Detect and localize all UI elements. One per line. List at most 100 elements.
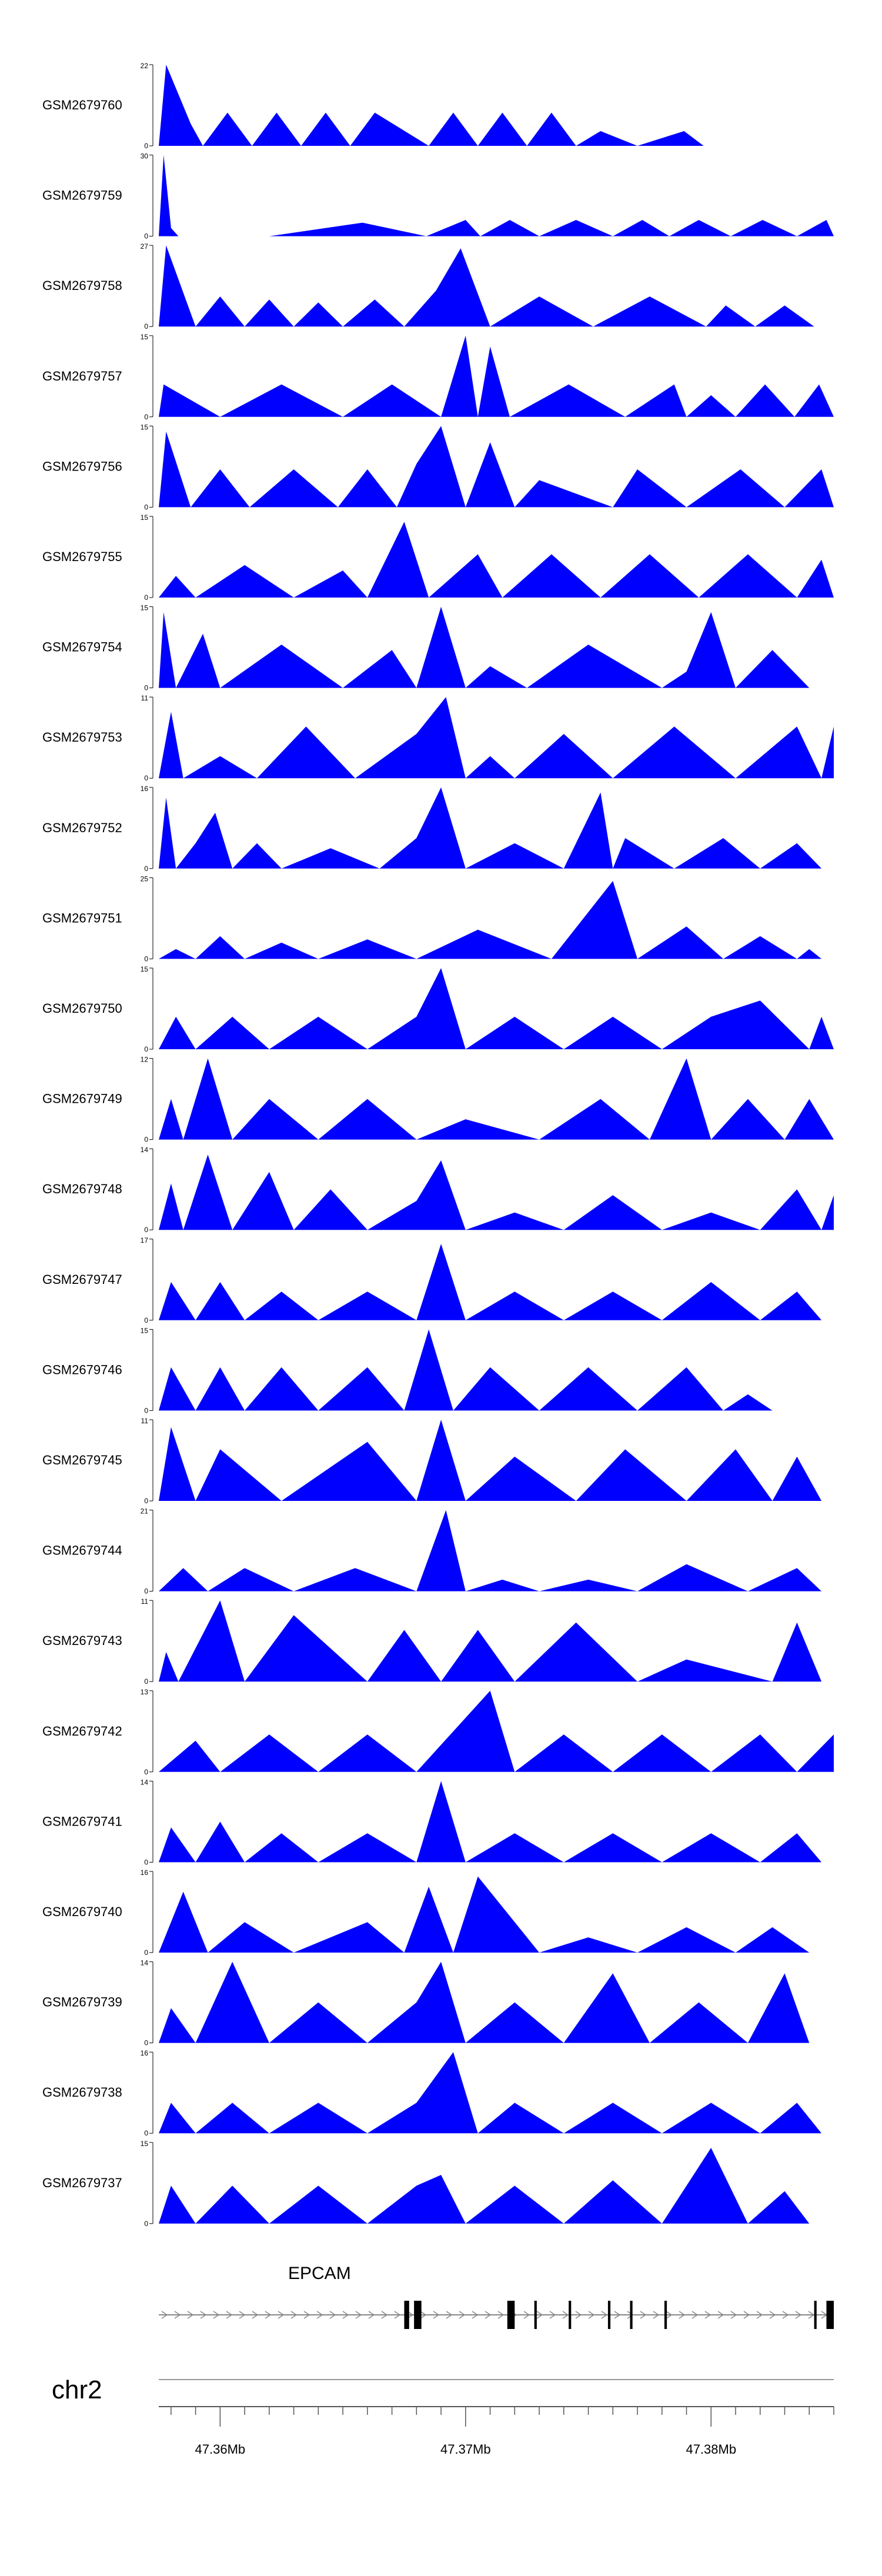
- track-label: GSM2679748: [42, 1182, 122, 1196]
- track-label: GSM2679745: [42, 1453, 122, 1467]
- strand-arrow: [549, 2311, 556, 2319]
- exon: [404, 2301, 409, 2329]
- track-GSM2679746: GSM2679746 15 0: [42, 1326, 773, 1414]
- track-GSM2679758: GSM2679758 27 0: [42, 242, 814, 331]
- y-tick-label-min: 0: [144, 684, 148, 692]
- track-label: GSM2679737: [42, 2175, 122, 2190]
- strand-arrow: [485, 2311, 492, 2319]
- coverage-area: [159, 968, 834, 1049]
- strand-arrow: [174, 2311, 181, 2319]
- track-label: GSM2679757: [42, 369, 122, 383]
- strand-arrow: [368, 2311, 375, 2319]
- y-tick-label-min: 0: [144, 1316, 148, 1324]
- tick-label: 47.36Mb: [195, 2442, 246, 2457]
- coverage-area: [159, 155, 834, 236]
- y-tick-label-max: 22: [141, 62, 149, 70]
- y-tick-label-max: 15: [141, 1326, 149, 1334]
- strand-arrow: [782, 2311, 789, 2319]
- strand-arrow: [316, 2311, 323, 2319]
- y-tick-label-max: 15: [141, 2140, 149, 2148]
- exon: [507, 2301, 515, 2329]
- track-label: GSM2679752: [42, 820, 122, 835]
- track-GSM2679759: GSM2679759 30 0: [42, 152, 834, 241]
- y-tick-label-max: 14: [141, 1146, 149, 1154]
- y-tick-label-min: 0: [144, 1497, 148, 1505]
- y-tick-label-max: 27: [141, 242, 149, 251]
- y-tick-label-min: 0: [144, 503, 148, 511]
- track-label: GSM2679756: [42, 459, 122, 473]
- coverage-area: [159, 1690, 834, 1772]
- strand-arrow: [472, 2311, 479, 2319]
- track-GSM2679748: GSM2679748 14 0: [42, 1146, 834, 1234]
- y-tick-label-max: 21: [141, 1507, 149, 1516]
- y-tick-label-max: 15: [141, 604, 149, 612]
- track-GSM2679740: GSM2679740 16 0: [42, 1868, 810, 1957]
- strand-arrow: [640, 2311, 647, 2319]
- y-tick-label-min: 0: [144, 865, 148, 873]
- strand-arrow: [523, 2311, 530, 2319]
- strand-arrow: [704, 2311, 711, 2319]
- y-tick-label-max: 16: [141, 785, 149, 793]
- coverage-area: [159, 1243, 822, 1320]
- exon: [814, 2301, 817, 2329]
- y-tick-label-min: 0: [144, 593, 148, 602]
- tick-label: 47.37Mb: [440, 2442, 491, 2457]
- coverage-tracks: GSM2679760220GSM2679759300GSM2679758270G…: [42, 62, 834, 2228]
- y-tick-label-max: 15: [141, 965, 149, 973]
- strand-arrow: [756, 2311, 763, 2319]
- strand-arrow: [433, 2311, 440, 2319]
- y-tick-label-min: 0: [144, 2039, 148, 2047]
- coverage-area: [159, 426, 834, 508]
- track-label: GSM2679755: [42, 549, 122, 564]
- track-GSM2679749: GSM2679749 12 0: [42, 1056, 834, 1144]
- y-tick-label-max: 13: [141, 1688, 149, 1696]
- track-GSM2679738: GSM2679738 16 0: [42, 2049, 822, 2137]
- track-label: GSM2679750: [42, 1001, 122, 1016]
- strand-arrow: [562, 2311, 569, 2319]
- strand-arrow: [303, 2311, 310, 2319]
- coverage-area: [159, 1510, 822, 1591]
- strand-arrow: [691, 2311, 699, 2319]
- coverage-area: [159, 1600, 822, 1682]
- track-GSM2679745: GSM2679745 11 0: [42, 1417, 822, 1505]
- track-label: GSM2679753: [42, 730, 122, 745]
- coverage-area: [159, 1154, 834, 1230]
- strand-arrow: [730, 2311, 737, 2319]
- strand-arrow: [342, 2311, 349, 2319]
- strand-arrow: [226, 2311, 233, 2319]
- strand-arrow: [575, 2311, 582, 2319]
- coverage-area: [159, 2148, 810, 2224]
- y-tick-label-max: 11: [141, 1417, 149, 1425]
- y-tick-label-min: 0: [144, 1768, 148, 1776]
- strand-arrow: [420, 2311, 427, 2319]
- track-GSM2679743: GSM2679743 11 0: [42, 1597, 822, 1686]
- exon: [414, 2301, 422, 2329]
- coverage-area: [159, 1781, 822, 1863]
- y-tick-label-max: 14: [141, 1959, 149, 1967]
- exon: [569, 2301, 572, 2329]
- track-GSM2679760: GSM2679760 22 0: [42, 62, 704, 150]
- y-tick-label-min: 0: [144, 774, 148, 782]
- strand-arrow: [614, 2311, 621, 2319]
- track-GSM2679753: GSM2679753 11 0: [42, 694, 834, 782]
- track-label: GSM2679749: [42, 1092, 122, 1106]
- strand-arrow: [769, 2311, 776, 2319]
- track-GSM2679747: GSM2679747 17 0: [42, 1236, 822, 1324]
- track-label: GSM2679741: [42, 1814, 122, 1828]
- coverage-area: [159, 1961, 810, 2043]
- y-tick-label-max: 14: [141, 1778, 149, 1786]
- y-tick-label-min: 0: [144, 1136, 148, 1144]
- y-tick-label-min: 0: [144, 2129, 148, 2137]
- coverage-area: [159, 787, 822, 869]
- track-label: GSM2679754: [42, 640, 122, 655]
- y-tick-label-min: 0: [144, 142, 148, 150]
- tick-label: 47.38Mb: [686, 2442, 736, 2457]
- track-GSM2679754: GSM2679754 15 0: [42, 604, 810, 692]
- y-tick-label-max: 11: [141, 1597, 149, 1606]
- y-tick-label-min: 0: [144, 2220, 148, 2228]
- strand-arrow: [252, 2311, 259, 2319]
- strand-arrow: [187, 2311, 194, 2319]
- exon: [664, 2301, 667, 2329]
- coverage-area: [159, 697, 834, 779]
- y-tick-label-max: 16: [141, 1868, 149, 1877]
